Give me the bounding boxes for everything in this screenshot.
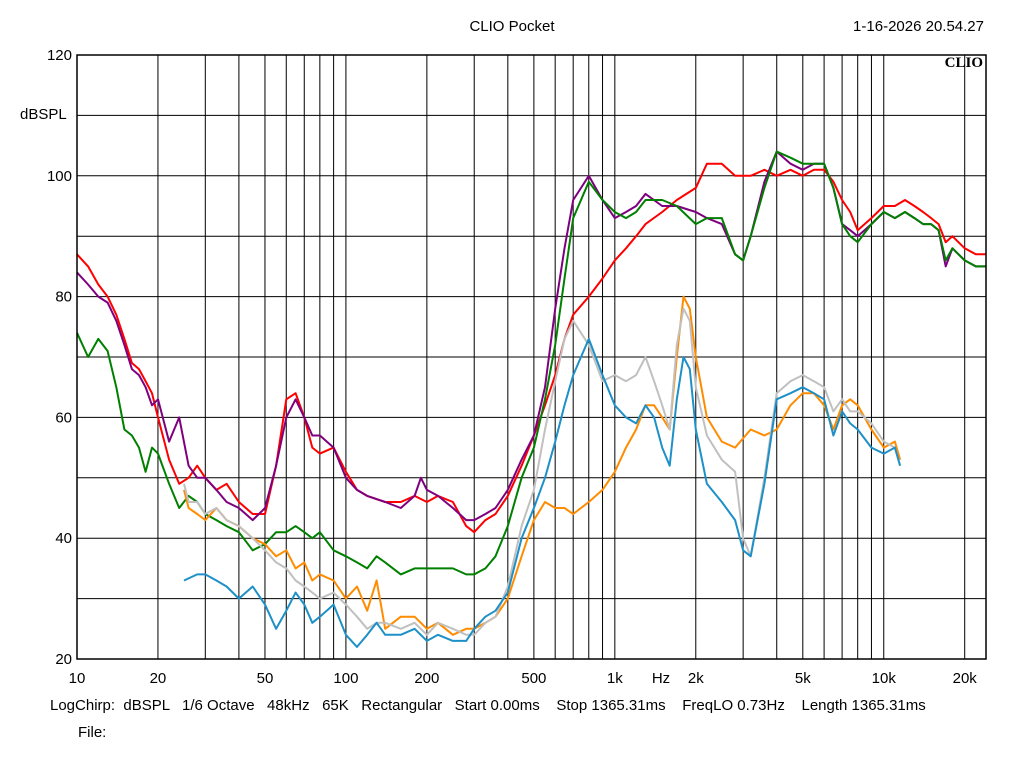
- series-line-6: [183, 337, 902, 648]
- x-tick-label: 50: [257, 670, 274, 687]
- chart-series-group: [76, 150, 986, 648]
- x-tick-label: 2k: [688, 670, 704, 687]
- chart-grid: [77, 55, 986, 659]
- x-tick-label: 1k: [607, 670, 623, 687]
- x-axis-unit-label: Hz: [652, 670, 670, 687]
- x-tick-label: 20k: [953, 670, 978, 687]
- series-line-4: [183, 295, 902, 636]
- x-tick-label: 20: [150, 670, 167, 687]
- file-label: File:: [78, 724, 107, 741]
- chart-title: CLIO Pocket: [469, 18, 555, 35]
- series-line-1: [76, 162, 986, 534]
- y-tick-label: 120: [47, 47, 72, 64]
- x-tick-label: 100: [333, 670, 358, 687]
- x-tick-labels: 10 20 50 100 200 500 1k 2k 5k 10k 20k: [69, 670, 978, 687]
- x-tick-label: 10: [69, 670, 86, 687]
- y-axis-label: dBSPL: [20, 106, 67, 123]
- x-tick-label: 500: [521, 670, 546, 687]
- y-tick-labels: 20 40 60 80 100 120: [47, 47, 72, 668]
- series-line-5: [183, 307, 902, 636]
- x-tick-label: 10k: [872, 670, 897, 687]
- series-line-2: [76, 150, 986, 522]
- measurement-parameters: LogChirp: dBSPL 1/6 Octave 48kHz 65K Rec…: [50, 697, 926, 714]
- measurement-datetime: 1-16-2026 20.54.27: [853, 18, 984, 35]
- y-tick-label: 20: [55, 651, 72, 668]
- x-tick-label: 5k: [795, 670, 811, 687]
- plot-frame: [76, 54, 987, 660]
- y-tick-label: 80: [55, 289, 72, 306]
- y-tick-label: 100: [47, 168, 72, 185]
- x-tick-label: 200: [414, 670, 439, 687]
- clio-logo: CLIO: [945, 55, 983, 71]
- y-tick-label: 60: [55, 409, 72, 426]
- y-tick-label: 40: [55, 530, 72, 547]
